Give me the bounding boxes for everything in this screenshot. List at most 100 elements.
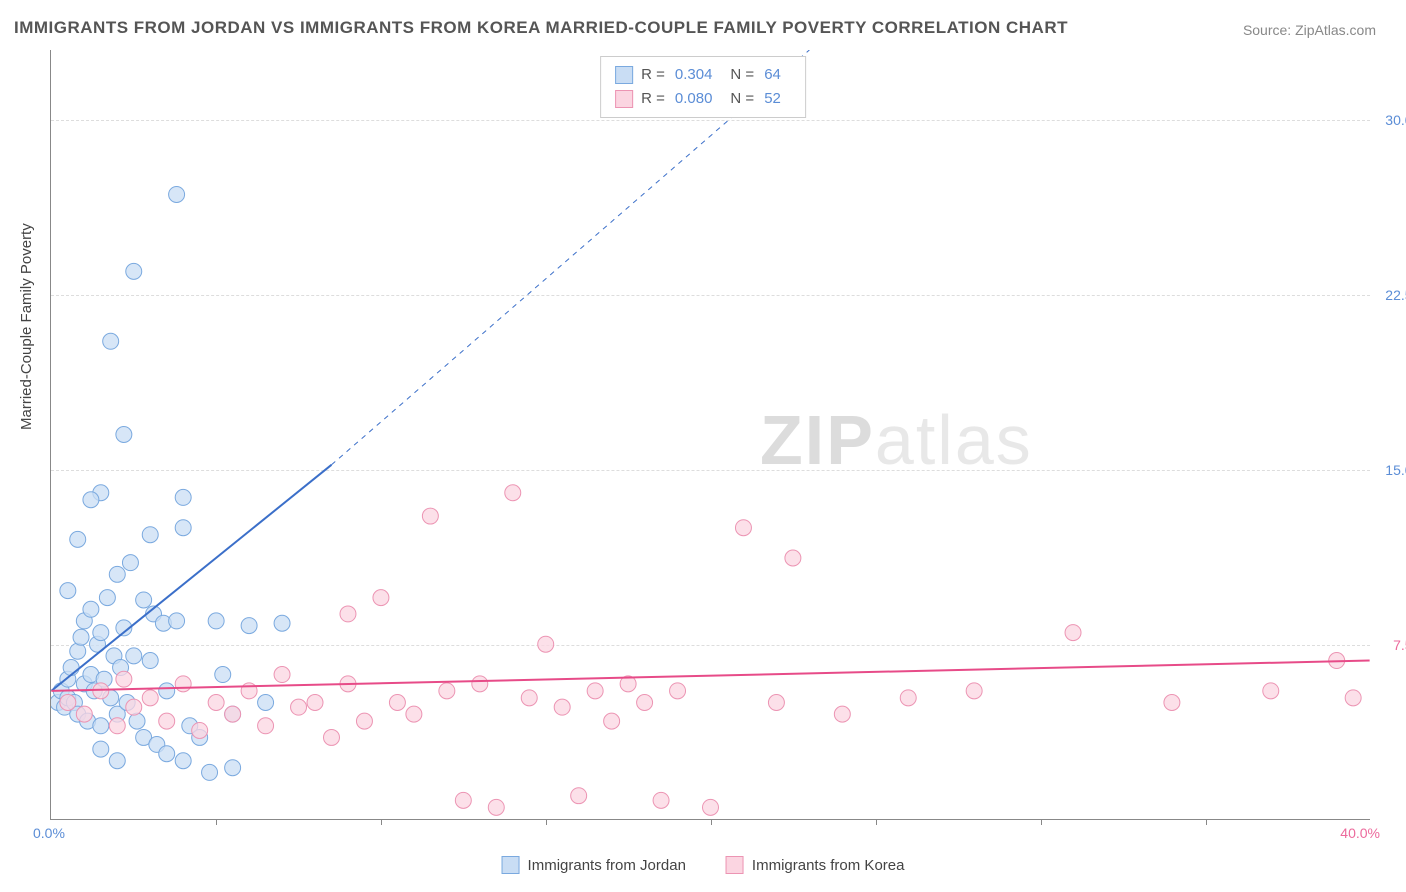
scatter-point-jordan: [241, 618, 257, 634]
xtick: [216, 819, 217, 825]
scatter-point-korea: [488, 799, 504, 815]
swatch-korea-bottom: [726, 856, 744, 874]
n-value-korea: 52: [764, 87, 781, 111]
r-label: R =: [641, 63, 665, 87]
scatter-point-jordan: [175, 520, 191, 536]
scatter-point-korea: [208, 694, 224, 710]
scatter-point-jordan: [99, 590, 115, 606]
scatter-point-korea: [834, 706, 850, 722]
source-label: Source: ZipAtlas.com: [1243, 22, 1376, 38]
plot-area: 0.0% 40.0% 7.5%15.0%22.5%30.0%: [50, 50, 1370, 820]
scatter-point-korea: [60, 694, 76, 710]
scatter-point-korea: [735, 520, 751, 536]
x-origin-label: 0.0%: [33, 825, 65, 841]
scatter-point-korea: [768, 694, 784, 710]
scatter-point-korea: [356, 713, 372, 729]
scatter-point-jordan: [83, 492, 99, 508]
ytick-label: 15.0%: [1375, 462, 1406, 478]
scatter-point-korea: [670, 683, 686, 699]
scatter-point-korea: [258, 718, 274, 734]
scatter-point-jordan: [60, 583, 76, 599]
scatter-point-korea: [703, 799, 719, 815]
scatter-point-korea: [587, 683, 603, 699]
xtick: [876, 819, 877, 825]
scatter-point-korea: [175, 676, 191, 692]
scatter-point-korea: [505, 485, 521, 501]
scatter-point-korea: [142, 690, 158, 706]
scatter-point-jordan: [258, 694, 274, 710]
ytick-label: 22.5%: [1375, 287, 1406, 303]
scatter-point-jordan: [169, 613, 185, 629]
legend-item-korea: Immigrants from Korea: [726, 856, 905, 874]
chart-title: IMMIGRANTS FROM JORDAN VS IMMIGRANTS FRO…: [14, 18, 1068, 38]
scatter-point-korea: [966, 683, 982, 699]
legend-row-korea: R = 0.080 N = 52: [615, 87, 791, 111]
scatter-point-jordan: [83, 601, 99, 617]
scatter-point-korea: [900, 690, 916, 706]
scatter-point-jordan: [109, 566, 125, 582]
scatter-point-jordan: [208, 613, 224, 629]
scatter-point-jordan: [136, 592, 152, 608]
xtick: [381, 819, 382, 825]
scatter-point-korea: [1065, 625, 1081, 641]
scatter-point-korea: [159, 713, 175, 729]
scatter-point-jordan: [63, 660, 79, 676]
scatter-point-korea: [604, 713, 620, 729]
swatch-korea: [615, 90, 633, 108]
scatter-point-korea: [653, 792, 669, 808]
scatter-point-korea: [340, 606, 356, 622]
scatter-point-jordan: [70, 531, 86, 547]
series-legend: Immigrants from Jordan Immigrants from K…: [502, 856, 905, 874]
scatter-point-jordan: [225, 760, 241, 776]
scatter-point-korea: [571, 788, 587, 804]
trendline-korea: [51, 661, 1369, 691]
swatch-jordan-bottom: [502, 856, 520, 874]
scatter-point-korea: [439, 683, 455, 699]
scatter-point-jordan: [202, 764, 218, 780]
scatter-point-korea: [225, 706, 241, 722]
scatter-point-korea: [637, 694, 653, 710]
xtick: [711, 819, 712, 825]
scatter-point-korea: [406, 706, 422, 722]
legend-label-jordan: Immigrants from Jordan: [528, 857, 686, 874]
scatter-point-jordan: [142, 653, 158, 669]
scatter-point-jordan: [103, 333, 119, 349]
swatch-jordan: [615, 66, 633, 84]
scatter-point-jordan: [129, 713, 145, 729]
scatter-point-korea: [126, 699, 142, 715]
n-value-jordan: 64: [764, 63, 781, 87]
r-value-korea: 0.080: [675, 87, 713, 111]
scatter-point-jordan: [70, 643, 86, 659]
scatter-point-korea: [1164, 694, 1180, 710]
scatter-point-korea: [109, 718, 125, 734]
scatter-point-jordan: [274, 615, 290, 631]
scatter-point-jordan: [175, 489, 191, 505]
scatter-point-jordan: [159, 746, 175, 762]
legend-label-korea: Immigrants from Korea: [752, 857, 905, 874]
scatter-point-korea: [76, 706, 92, 722]
n-label: N =: [730, 87, 754, 111]
scatter-point-korea: [554, 699, 570, 715]
correlation-legend: R = 0.304 N = 64 R = 0.080 N = 52: [600, 56, 806, 118]
scatter-point-jordan: [169, 186, 185, 202]
scatter-point-korea: [455, 792, 471, 808]
x-max-label: 40.0%: [1340, 825, 1380, 841]
scatter-point-korea: [93, 683, 109, 699]
scatter-point-korea: [373, 590, 389, 606]
xtick: [1041, 819, 1042, 825]
scatter-point-jordan: [159, 683, 175, 699]
chart-svg: [51, 50, 1370, 819]
xtick: [546, 819, 547, 825]
scatter-point-korea: [116, 671, 132, 687]
scatter-point-jordan: [122, 555, 138, 571]
scatter-point-jordan: [142, 527, 158, 543]
scatter-point-korea: [1263, 683, 1279, 699]
scatter-point-jordan: [175, 753, 191, 769]
scatter-point-korea: [521, 690, 537, 706]
n-label: N =: [730, 63, 754, 87]
scatter-point-jordan: [73, 629, 89, 645]
scatter-point-jordan: [116, 427, 132, 443]
scatter-point-jordan: [126, 648, 142, 664]
scatter-point-korea: [785, 550, 801, 566]
scatter-point-korea: [422, 508, 438, 524]
